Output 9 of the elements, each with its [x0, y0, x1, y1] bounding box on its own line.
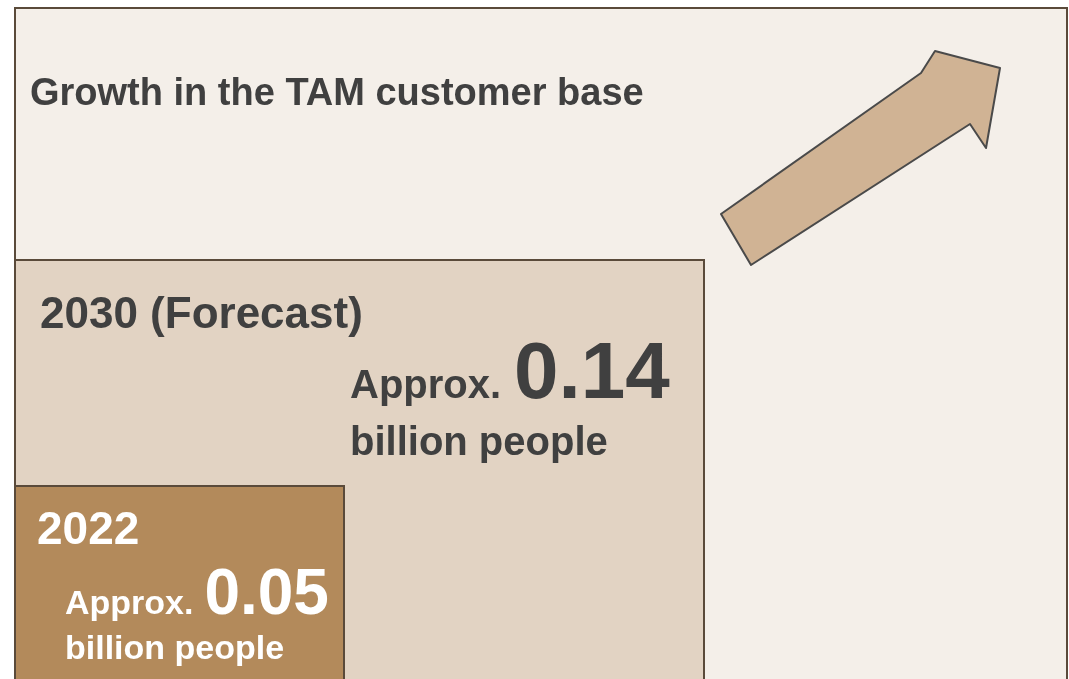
data-label: 0.14: [514, 326, 671, 415]
text: billion people: [65, 628, 285, 666]
text: Approx.: [350, 362, 502, 406]
text: Growth in the TAM customer base: [30, 71, 644, 113]
text: Approx.: [65, 583, 194, 621]
category-label: 2030 (Forecast): [40, 288, 363, 337]
category-label: 2022: [37, 502, 140, 554]
data-label: 0.05: [204, 556, 329, 628]
text: billion people: [350, 419, 608, 463]
